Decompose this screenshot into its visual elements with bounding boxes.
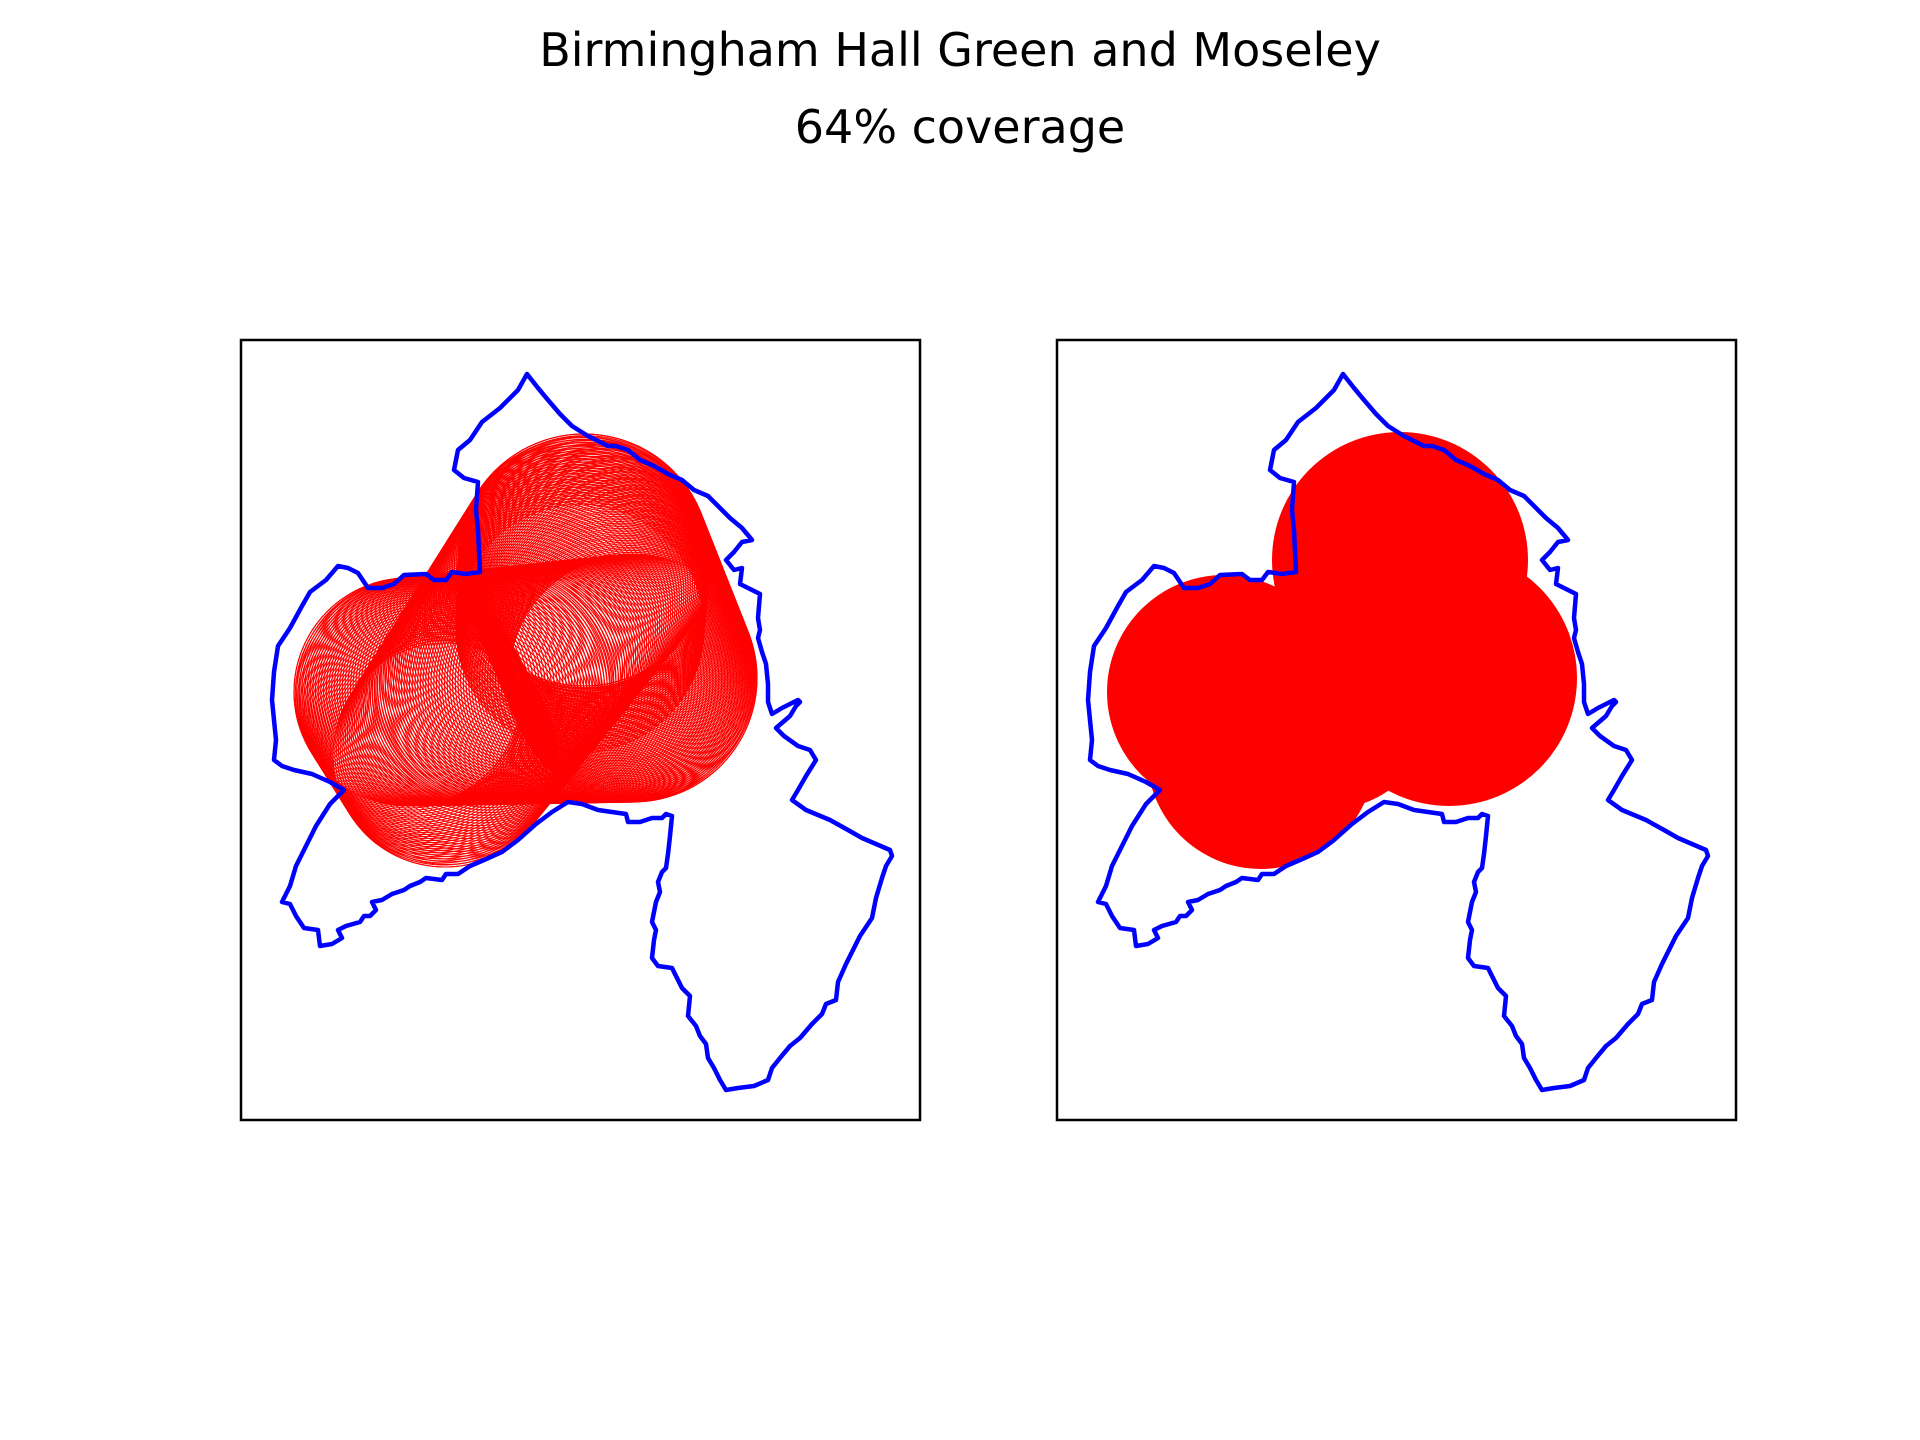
coverage-circle-outline: [405, 520, 648, 762]
coverage-disc: [1216, 590, 1436, 810]
coverage-circle-outline: [362, 591, 595, 824]
coverage-circle-outline: [298, 586, 528, 815]
map-panel-outlines: [239, 338, 922, 1122]
coverage-circle-outline: [301, 590, 530, 819]
coverage-circle-outline: [296, 581, 525, 811]
coverage-circle-outline: [310, 605, 538, 833]
coverage-circle-outline: [382, 558, 619, 796]
coverage-circle-outline: [384, 555, 621, 793]
coverage-circle-outline: [366, 585, 600, 819]
coverage-circle-outline: [455, 503, 705, 753]
coverage-circle-outline: [307, 601, 536, 829]
coverage-circle-outline: [314, 612, 542, 840]
coverage-circles-outlines: [293, 433, 758, 868]
coverage-circle-outline: [396, 534, 637, 775]
coverage-circle-outline: [311, 607, 539, 836]
coverage-circle-outline: [398, 531, 639, 772]
coverage-circle-outline: [332, 642, 558, 868]
coverage-circle-outline: [318, 618, 545, 846]
coverage-circle-outline: [325, 631, 552, 858]
map-panel-filled: [1055, 338, 1738, 1122]
coverage-circle-outline: [294, 579, 524, 809]
coverage-circle-outline: [303, 594, 532, 823]
coverage-circle-outline: [380, 561, 617, 798]
coverage-circle-outline: [371, 576, 606, 811]
figure-subtitle: 64% coverage: [795, 100, 1125, 154]
coverage-area-filled: [1107, 432, 1577, 869]
coverage-circle-outline: [324, 629, 551, 856]
coverage-circle-outline: [322, 625, 549, 852]
figure-title: Birmingham Hall Green and Moseley: [539, 23, 1381, 77]
coverage-circle-outline: [369, 579, 604, 814]
coverage-circle-outline: [305, 596, 534, 825]
coverage-circle-outline: [329, 638, 556, 864]
coverage-circle-outline: [331, 640, 557, 866]
